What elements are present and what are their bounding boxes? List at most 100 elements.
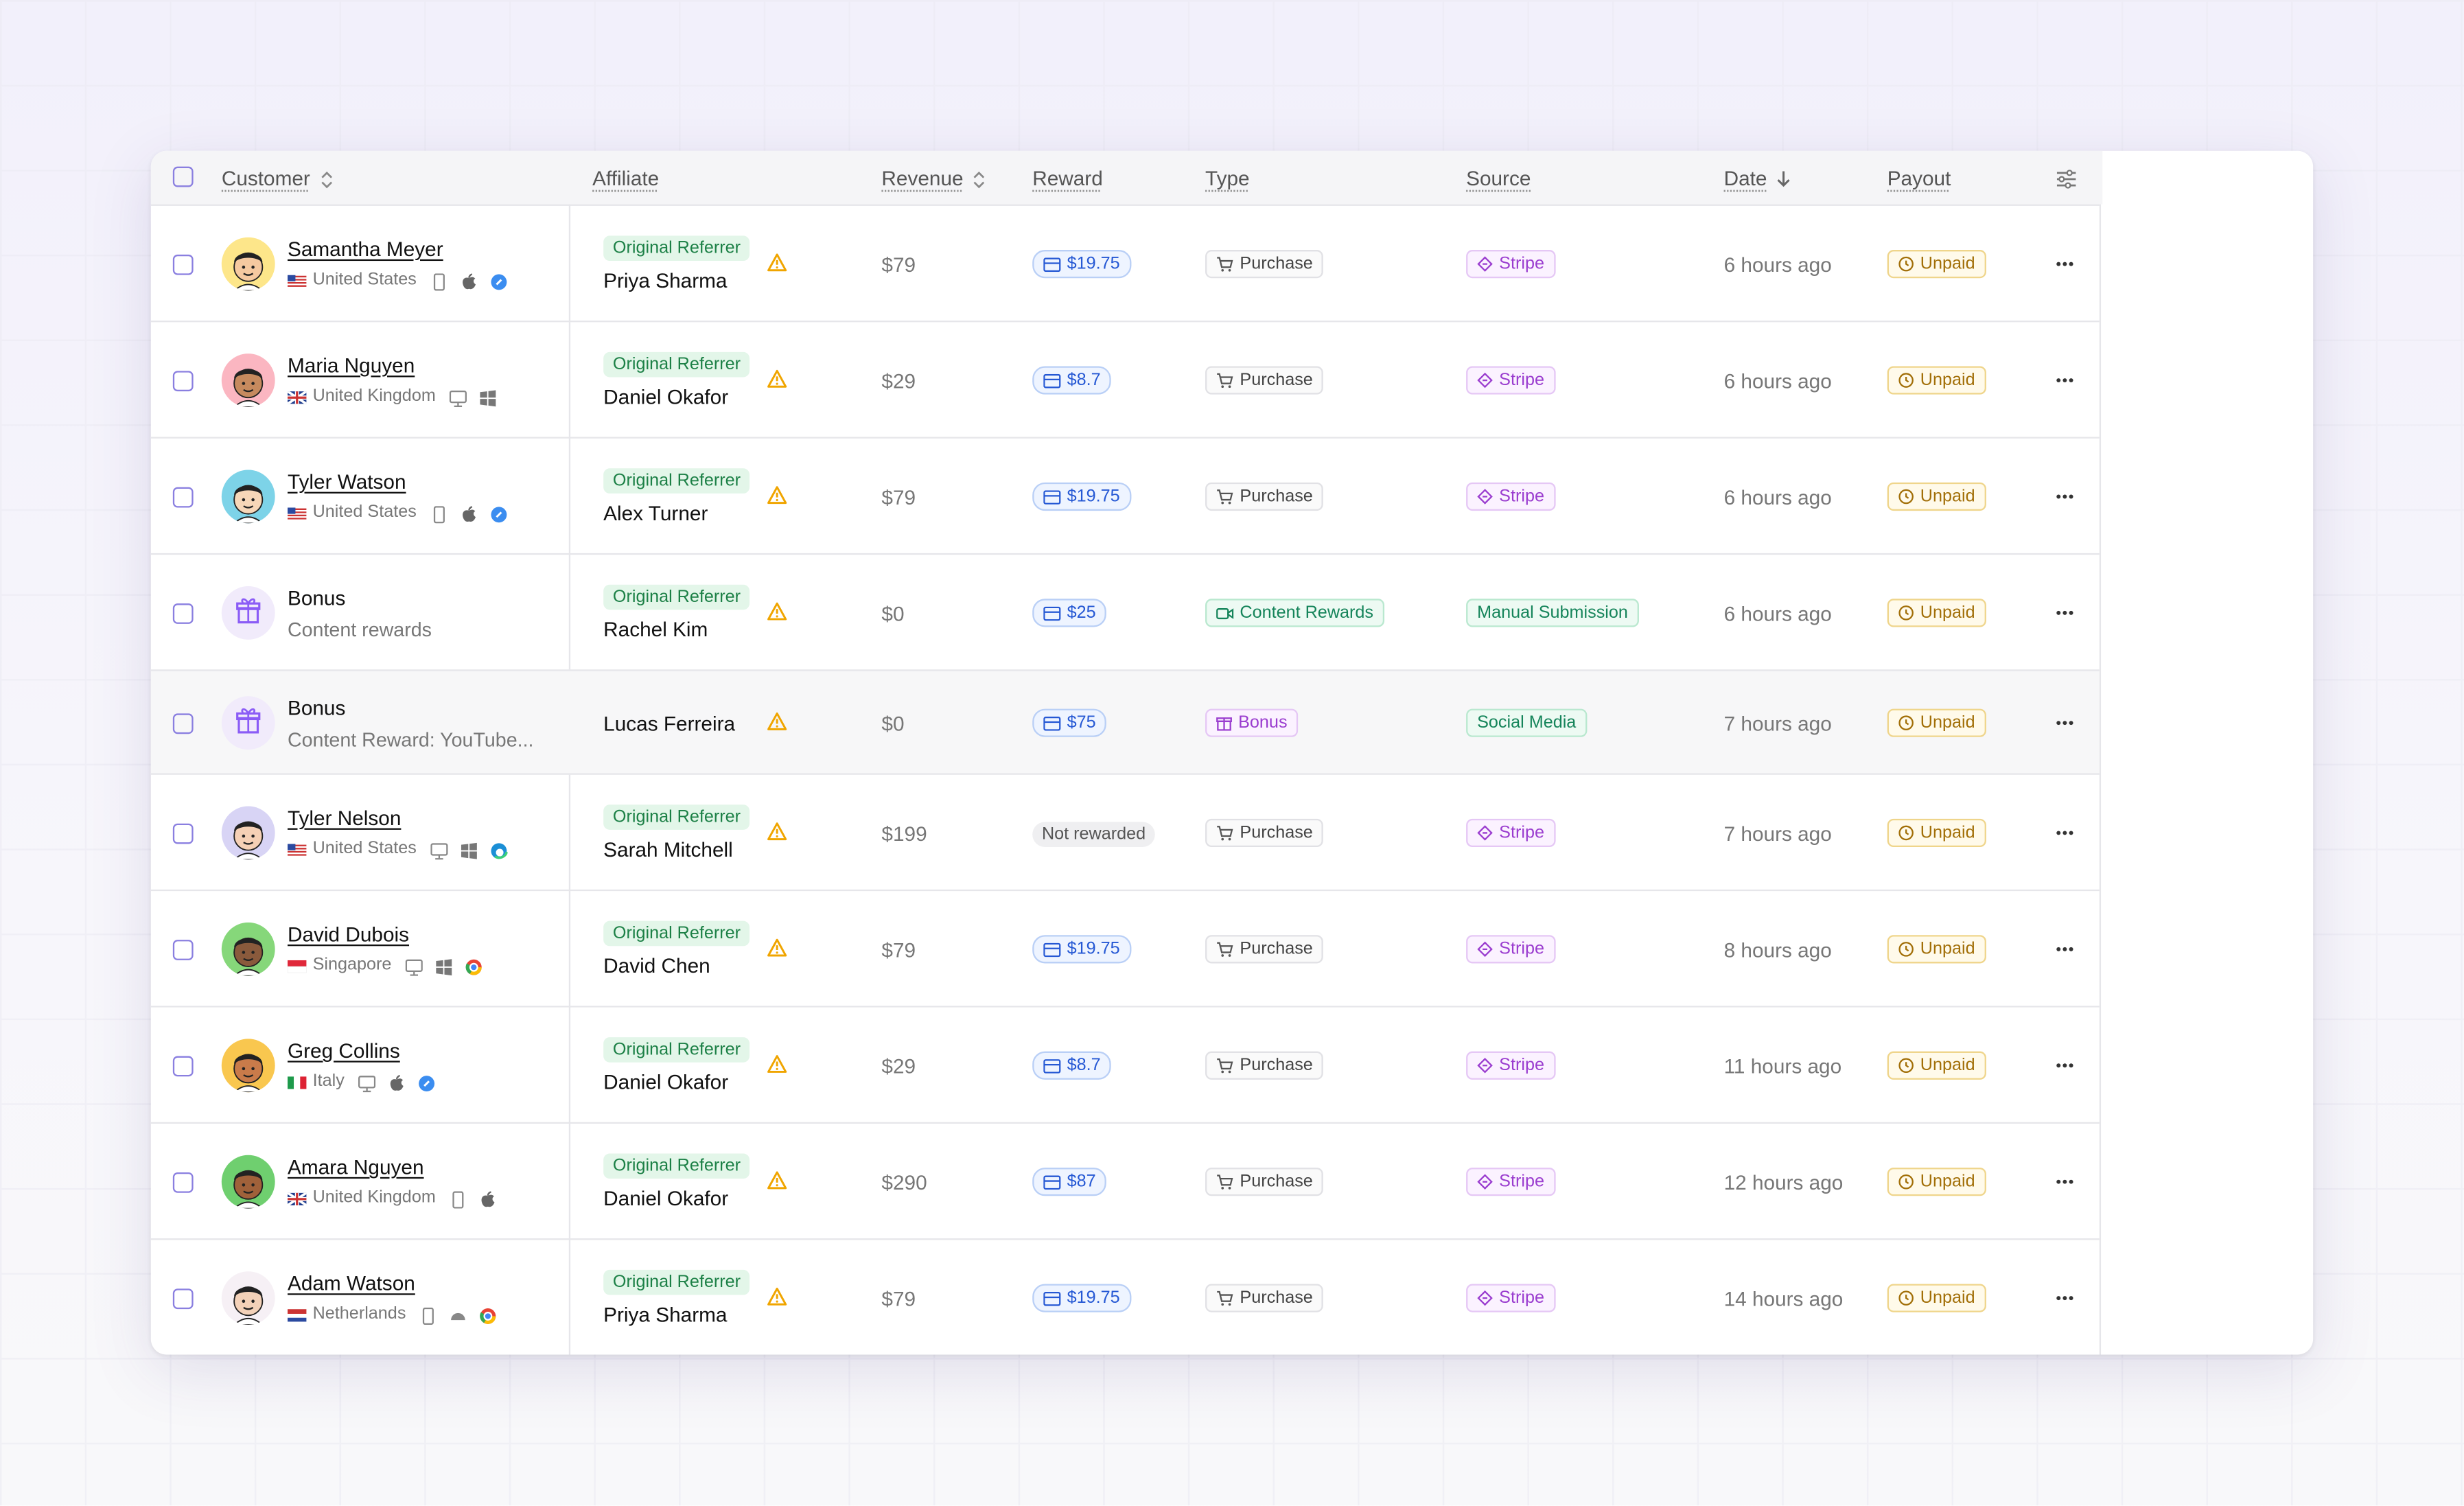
warning-icon: [767, 712, 787, 730]
payout-badge: Unpaid: [1887, 366, 1986, 395]
date: 11 hours ago: [1723, 1054, 1842, 1078]
customer-detail: United States: [312, 270, 417, 290]
row-actions[interactable]: [2056, 1179, 2074, 1185]
row-actions[interactable]: [2056, 720, 2074, 726]
warning-icon: [767, 938, 787, 957]
column-header[interactable]: Type: [1205, 166, 1250, 191]
payout-badge: Unpaid: [1887, 1051, 1986, 1080]
reward-amount: $25: [1067, 603, 1096, 623]
avatar: [221, 806, 275, 860]
row-actions[interactable]: [2056, 946, 2074, 952]
column-header[interactable]: Customer: [221, 166, 310, 191]
payout-badge: Unpaid: [1887, 1168, 1986, 1196]
column-header[interactable]: Revenue: [881, 166, 964, 191]
affiliate-name: Priya Sharma: [603, 1302, 728, 1327]
source-text: Manual Submission: [1477, 603, 1628, 623]
row-checkbox[interactable]: [172, 1172, 194, 1193]
avatar: [221, 1155, 275, 1209]
source-text: Stripe: [1499, 823, 1545, 843]
column-header[interactable]: Source: [1466, 166, 1531, 191]
table-row: Bonus Content rewards Original Referrer Rac…: [150, 553, 2100, 671]
affiliate-name: Sarah Mitchell: [603, 837, 733, 861]
date: 12 hours ago: [1723, 1170, 1844, 1195]
source-badge: Stripe: [1466, 250, 1556, 279]
column-header[interactable]: Payout: [1887, 166, 1951, 191]
device-icon: [358, 1075, 376, 1093]
column-header[interactable]: Affiliate: [592, 166, 660, 191]
type-text: Bonus: [1238, 713, 1288, 732]
table-row: Greg Collins Italy Original Referrer Daniel…: [150, 1006, 2100, 1124]
source-text: Social Media: [1477, 713, 1577, 732]
type-text: Purchase: [1240, 1172, 1313, 1192]
customer-name: Tyler Watson: [287, 470, 406, 494]
avatar: [221, 586, 275, 640]
date: 7 hours ago: [1723, 822, 1832, 846]
select-all-checkbox[interactable]: [172, 166, 194, 187]
row-actions[interactable]: [2056, 1063, 2074, 1069]
affiliate-name: Daniel Okafor: [603, 384, 729, 409]
type-badge: Purchase: [1205, 1284, 1324, 1312]
customer-name: Greg Collins: [287, 1039, 400, 1063]
row-checkbox[interactable]: [172, 487, 194, 508]
date: 6 hours ago: [1723, 253, 1832, 277]
payout-badge: Unpaid: [1887, 599, 1986, 627]
warning-icon: [767, 602, 787, 621]
row-actions[interactable]: [2056, 1295, 2074, 1301]
row-checkbox[interactable]: [172, 940, 194, 960]
revenue: $199: [881, 822, 927, 846]
row-actions[interactable]: [2056, 261, 2074, 267]
reward-badge: $8.7: [1032, 366, 1112, 395]
row-checkbox[interactable]: [172, 1056, 194, 1077]
source-badge: Manual Submission: [1466, 599, 1639, 627]
payout-badge: Unpaid: [1887, 250, 1986, 279]
revenue: $79: [881, 938, 916, 962]
affiliate-name: Rachel Kim: [603, 617, 708, 642]
device-icon: [461, 273, 478, 290]
type-badge: Purchase: [1205, 1168, 1324, 1196]
row-checkbox[interactable]: [172, 713, 194, 734]
row-actions[interactable]: [2056, 377, 2074, 383]
payout-text: Unpaid: [1920, 371, 1975, 390]
referrer-badge: Original Referrer: [603, 1037, 750, 1063]
device-icon: [406, 959, 423, 976]
payout-text: Unpaid: [1920, 940, 1975, 959]
reward-amount: $8.7: [1067, 1056, 1101, 1076]
table-row: Adam Watson Netherlands Original Referrer P…: [150, 1238, 2100, 1354]
row-actions[interactable]: [2056, 494, 2074, 500]
avatar: [221, 237, 275, 291]
row-checkbox[interactable]: [172, 1288, 194, 1310]
referrer-badge: Original Referrer: [603, 235, 750, 262]
source-text: Stripe: [1499, 487, 1545, 507]
affiliate-name: Priya Sharma: [603, 268, 728, 292]
type-badge: Purchase: [1205, 1051, 1324, 1080]
source-badge: Stripe: [1466, 1051, 1556, 1080]
reward-badge: $75: [1032, 708, 1107, 737]
reward-badge: $19.75: [1032, 935, 1131, 964]
customer-detail: United States: [312, 839, 417, 859]
warning-icon: [767, 1054, 787, 1073]
row-checkbox[interactable]: [172, 823, 194, 844]
avatar: [221, 696, 275, 750]
row-checkbox[interactable]: [172, 254, 194, 275]
column-header[interactable]: Date: [1723, 166, 1767, 191]
revenue: $29: [881, 369, 916, 393]
country-flag: [287, 507, 307, 520]
country-flag: [287, 1076, 307, 1089]
warning-icon: [767, 1171, 787, 1190]
row-checkbox[interactable]: [172, 603, 194, 624]
payout-text: Unpaid: [1920, 603, 1975, 623]
payout-text: Unpaid: [1920, 713, 1975, 732]
type-text: Purchase: [1240, 487, 1313, 507]
table-card: Customer Affiliate Revenue Reward Type Source…: [150, 150, 2314, 1355]
customer-detail: United States: [312, 502, 417, 522]
type-badge: Content Rewards: [1205, 599, 1385, 627]
row-checkbox[interactable]: [172, 371, 194, 392]
column-header[interactable]: Reward: [1032, 166, 1103, 191]
referrer-badge: Original Referrer: [603, 584, 750, 610]
row-actions[interactable]: [2056, 610, 2074, 616]
row-actions[interactable]: [2056, 830, 2074, 836]
column-settings-icon: [2056, 168, 2078, 196]
customer-detail: Content rewards: [287, 619, 432, 642]
reward-amount: $8.7: [1067, 371, 1101, 390]
device-icon: [450, 1308, 467, 1325]
